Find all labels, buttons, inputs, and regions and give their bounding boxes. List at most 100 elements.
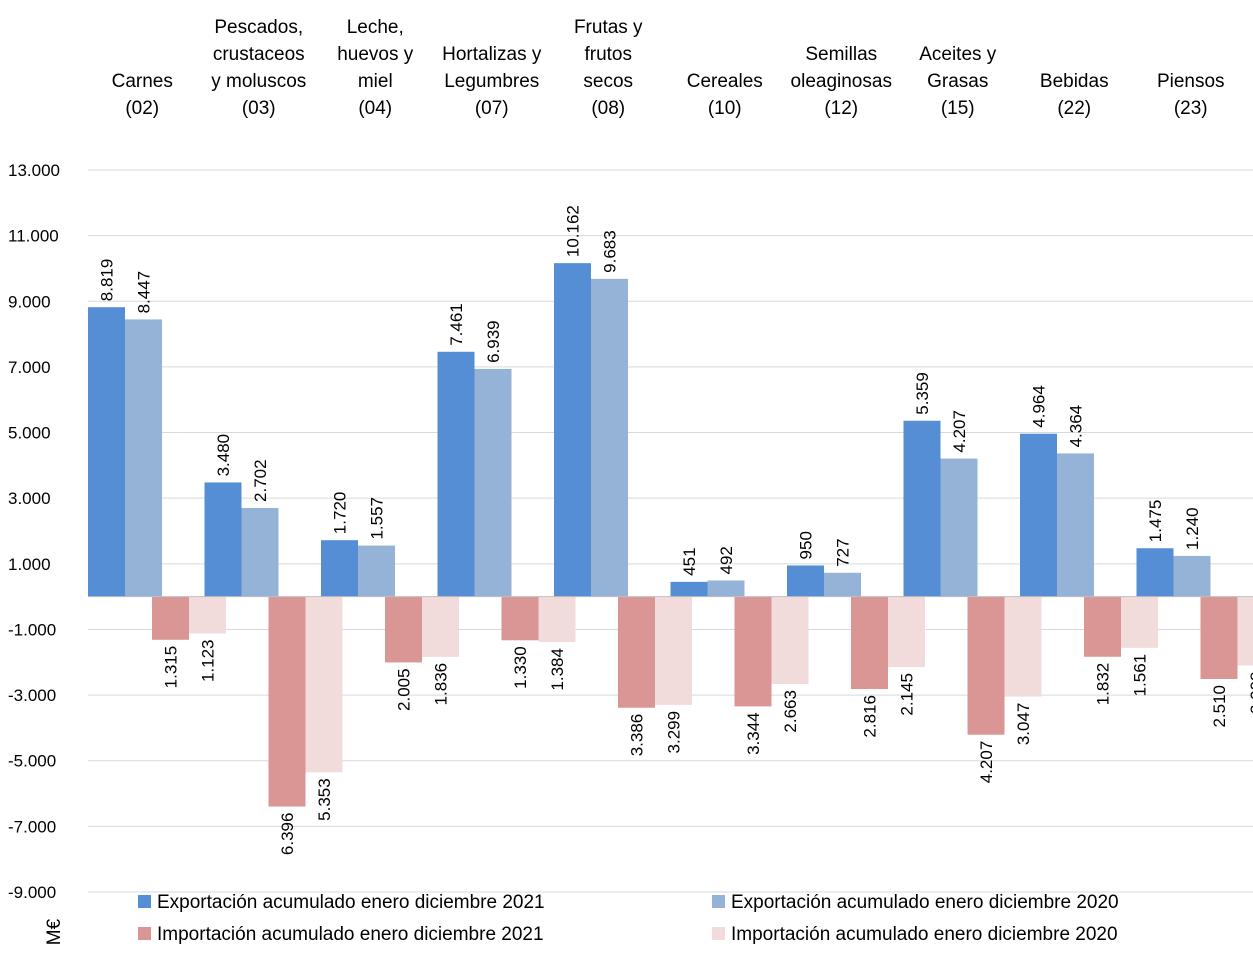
- category-label-line: (10): [708, 98, 742, 119]
- category-label-line: Piensos: [1157, 71, 1225, 92]
- data-label: 6.396: [278, 813, 297, 856]
- data-label: 3.480: [214, 434, 233, 477]
- category-label-line: Pescados,: [214, 17, 303, 38]
- y-tick-label: 5.000: [8, 424, 51, 443]
- bar: [771, 596, 809, 685]
- category-label-line: Frutas y: [574, 17, 643, 38]
- bar: [618, 596, 655, 708]
- category-label-line: Carnes: [112, 71, 173, 92]
- data-label: 727: [834, 538, 853, 566]
- category-label-line: (02): [125, 98, 159, 119]
- data-label: 5.353: [315, 778, 334, 821]
- bar: [967, 596, 1005, 735]
- data-label: 8.819: [98, 259, 117, 302]
- bars: [88, 263, 1253, 807]
- data-label: 2.702: [251, 459, 270, 502]
- bar: [1057, 453, 1094, 597]
- bar: [152, 596, 189, 640]
- category-label-line: y moluscos: [211, 71, 306, 92]
- data-label: 1.720: [331, 492, 350, 535]
- bar: [851, 596, 888, 690]
- bar: [1121, 596, 1158, 648]
- data-label: 2.510: [1210, 685, 1229, 728]
- data-label: 9.683: [601, 230, 620, 273]
- category-label: Bebidas (22): [1040, 71, 1109, 119]
- y-tick-label: 7.000: [8, 358, 51, 377]
- data-label: 10.162: [564, 205, 583, 257]
- bar: [437, 351, 475, 597]
- data-label: 5.359: [913, 372, 932, 415]
- data-label: 1.240: [1183, 507, 1202, 550]
- y-tick-label: 3.000: [8, 489, 51, 508]
- bar: [707, 580, 745, 597]
- category-label: Leche, huevos y miel (04): [337, 17, 414, 119]
- category-label: Frutas y frutos secos (08): [574, 17, 643, 119]
- category-label: Carnes (02): [112, 71, 173, 119]
- data-label: 3.047: [1014, 703, 1033, 746]
- category-label-line: (12): [824, 98, 858, 119]
- legend: Exportación acumulado enero diciembre 20…: [138, 892, 1119, 945]
- bar: [474, 368, 512, 597]
- data-label: 1.330: [511, 646, 530, 689]
- data-label: 1.561: [1131, 654, 1150, 697]
- legend-swatch: [712, 927, 725, 940]
- bar: [903, 420, 941, 597]
- legend-label: Importación acumulado enero diciembre 20…: [731, 924, 1118, 945]
- bar: [1237, 596, 1253, 666]
- y-axis-tick-labels: 13.000 11.000 9.000 7.000 5.000 3.000 1.000 -1.…: [8, 161, 60, 902]
- bar: [321, 540, 358, 597]
- y-tick-label: 13.000: [8, 161, 60, 180]
- legend-entry: Importación acumulado enero diciembre 20…: [138, 924, 544, 945]
- data-label: 950: [797, 531, 816, 559]
- legend-label: Exportación acumulado enero diciembre 20…: [731, 892, 1119, 913]
- bar: [538, 596, 576, 643]
- bar: [554, 263, 591, 597]
- bar: [1084, 596, 1121, 657]
- category-label: Aceites y Grasas (15): [919, 44, 997, 119]
- bar: [655, 596, 692, 705]
- legend-entry: Exportación acumulado enero diciembre 20…: [712, 892, 1119, 913]
- legend-swatch: [712, 895, 725, 908]
- data-label: 7.461: [447, 303, 466, 346]
- data-label: 4.207: [977, 741, 996, 784]
- category-label-line: (07): [475, 98, 509, 119]
- data-label: 3.344: [744, 712, 763, 755]
- bar: [385, 596, 422, 663]
- data-label: 2.098: [1247, 671, 1253, 714]
- bar: [824, 572, 861, 597]
- bar: [501, 596, 539, 641]
- data-label: 3.386: [628, 714, 647, 757]
- data-label: 8.447: [135, 271, 154, 314]
- bar: [1173, 555, 1211, 597]
- y-unit-label: M€: [44, 918, 65, 945]
- data-label: 1.832: [1094, 663, 1113, 706]
- category-label-line: Leche,: [347, 17, 404, 38]
- data-label: 4.364: [1067, 405, 1086, 448]
- data-label: 1.475: [1146, 500, 1165, 543]
- legend-swatch: [138, 895, 151, 908]
- category-label-line: Bebidas: [1040, 71, 1109, 92]
- y-tick-label: -7.000: [8, 817, 56, 836]
- category-label-line: secos: [583, 71, 633, 92]
- bar: [734, 596, 772, 707]
- data-label: 1.384: [548, 648, 567, 691]
- category-label-line: Cereales: [687, 71, 763, 92]
- y-tick-label: -9.000: [8, 883, 56, 902]
- data-label: 2.816: [861, 695, 880, 738]
- data-label: 4.207: [950, 410, 969, 453]
- bar: [940, 458, 978, 597]
- category-label-line: (22): [1057, 98, 1091, 119]
- bar: [670, 581, 708, 597]
- bar: [305, 596, 343, 773]
- bar: [591, 278, 628, 597]
- category-label: Piensos (23): [1157, 71, 1225, 119]
- data-label: 1.123: [199, 639, 218, 682]
- y-tick-label: -5.000: [8, 752, 56, 771]
- category-label-line: (15): [941, 98, 975, 119]
- y-tick-label: 9.000: [8, 292, 51, 311]
- data-label: 2.145: [898, 673, 917, 716]
- data-label: 451: [680, 547, 699, 575]
- category-label-line: (08): [591, 98, 625, 119]
- category-label-line: Legumbres: [444, 71, 539, 92]
- category-label-line: crustaceos: [213, 44, 305, 65]
